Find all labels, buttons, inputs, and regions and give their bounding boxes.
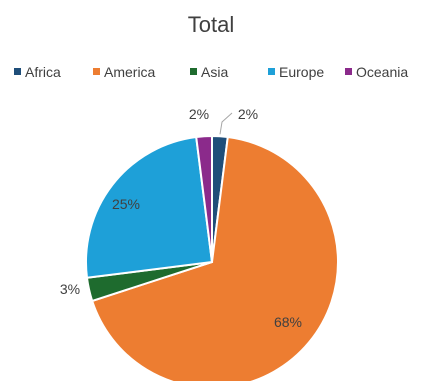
data-labels: 2% 68% 3% 25% 2% xyxy=(60,106,302,330)
data-label-oceania: 2% xyxy=(189,106,209,122)
legend-label-america: America xyxy=(104,64,156,80)
legend-swatch-america xyxy=(93,68,100,75)
legend-label-oceania: Oceania xyxy=(356,64,408,80)
legend-swatch-africa xyxy=(14,68,21,75)
legend: Africa America Asia Europe Oceania xyxy=(14,64,408,80)
slice-america xyxy=(90,135,339,381)
legend-label-africa: Africa xyxy=(25,64,61,80)
legend-swatch-oceania xyxy=(345,68,352,75)
chart-title: Total xyxy=(188,12,234,37)
legend-label-europe: Europe xyxy=(279,64,324,80)
legend-swatch-europe xyxy=(268,68,275,75)
legend-label-asia: Asia xyxy=(201,64,228,80)
data-label-europe: 25% xyxy=(112,196,140,212)
pie-slices xyxy=(85,134,339,381)
data-label-america: 68% xyxy=(274,314,302,330)
slice-oceania xyxy=(195,134,213,263)
data-label-africa: 2% xyxy=(238,106,258,122)
slice-europe xyxy=(85,135,214,279)
leader-lines xyxy=(219,112,233,135)
legend-swatch-asia xyxy=(190,68,197,75)
data-label-asia: 3% xyxy=(60,281,80,297)
leader-line-africa xyxy=(219,112,233,135)
